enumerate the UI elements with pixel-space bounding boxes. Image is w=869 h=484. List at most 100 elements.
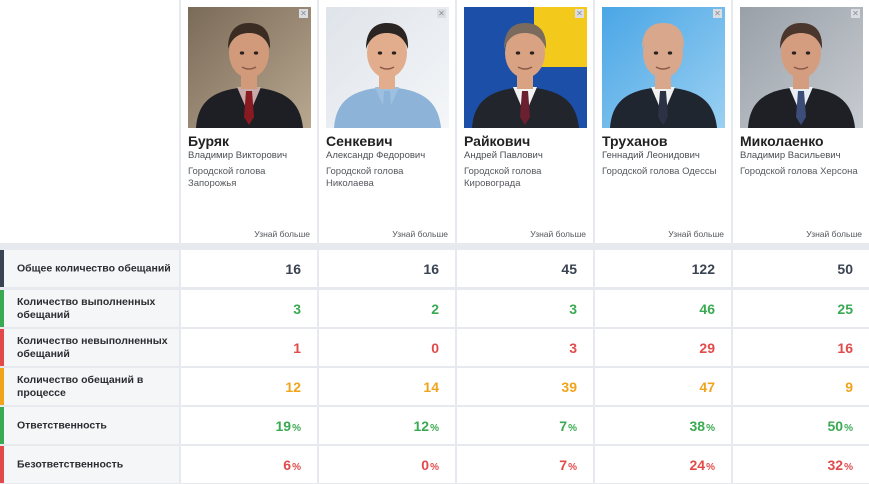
metric-value: 12	[285, 379, 301, 395]
metric-label: Ответственность	[17, 419, 107, 431]
metric-number: 16	[285, 260, 301, 277]
metric-color-bar	[0, 407, 4, 444]
candidate-position: Городской голова Кировограда	[464, 166, 542, 189]
percent-sign: %	[292, 422, 301, 434]
candidate-position: Городской голова Николаева	[326, 166, 404, 189]
metric-number: 3	[569, 300, 577, 317]
metric-value-cell: 0%	[319, 446, 455, 483]
metric-label: Безответственность	[17, 458, 124, 470]
metric-value: 3	[569, 340, 577, 356]
candidate-photo[interactable]: ✕	[602, 7, 725, 128]
metric-row-label: Количество невыполненных обещаний	[0, 329, 179, 366]
portrait-illustration	[188, 7, 311, 128]
metric-value: 19%	[276, 418, 301, 434]
candidate-fullname: Александр Федорович	[326, 150, 426, 161]
metric-number: 19	[275, 417, 292, 434]
metric-value-cell: 14	[319, 368, 455, 405]
learn-more-link[interactable]: Узнай больше	[254, 229, 310, 239]
learn-more-link[interactable]: Узнай больше	[392, 229, 448, 239]
metric-value: 0%	[421, 457, 439, 473]
metric-value-cell: 16	[319, 250, 455, 287]
metric-color-bar	[0, 368, 4, 405]
close-icon[interactable]: ✕	[437, 9, 446, 18]
metric-value-cell: 6%	[181, 446, 317, 483]
metric-value-cell: 7%	[457, 407, 593, 444]
metric-value: 9	[845, 379, 853, 395]
metric-number: 6	[283, 456, 292, 473]
metric-number: 0	[431, 339, 439, 356]
candidate-fullname: Андрей Павлович	[464, 150, 543, 161]
metric-value-cell: 47	[595, 368, 731, 405]
metric-row-label: Количество обещаний в процессе	[0, 368, 179, 405]
metric-number: 0	[421, 456, 430, 473]
candidate-photo[interactable]: ✕	[188, 7, 311, 128]
close-icon[interactable]: ✕	[713, 9, 722, 18]
metric-value-cell: 38%	[595, 407, 731, 444]
candidate-photo[interactable]: ✕	[740, 7, 863, 128]
metric-value: 50%	[828, 418, 853, 434]
candidate-card[interactable]: ✕ Райкович Андрей Павлович Городской гол…	[457, 0, 593, 243]
metric-value-cell: 3	[181, 290, 317, 327]
metric-number: 12	[413, 417, 430, 434]
metric-value: 16	[423, 261, 439, 277]
metric-value: 16	[837, 340, 853, 356]
close-icon[interactable]: ✕	[575, 9, 584, 18]
candidate-photo[interactable]: ✕	[326, 7, 449, 128]
metric-value-cell: 2	[319, 290, 455, 327]
candidate-fullname: Владимир Васильевич	[740, 150, 841, 161]
metric-number: 14	[423, 378, 439, 395]
close-icon[interactable]: ✕	[851, 9, 860, 18]
metric-value: 3	[569, 301, 577, 317]
metric-value: 16	[285, 261, 301, 277]
percent-sign: %	[706, 422, 715, 434]
metric-number: 3	[293, 300, 301, 317]
candidate-surname[interactable]: Труханов	[602, 133, 668, 149]
percent-sign: %	[430, 461, 439, 473]
metric-value: 46	[699, 301, 715, 317]
metric-value-cell: 50%	[733, 407, 869, 444]
candidate-card[interactable]: ✕ Сенкевич Александр Федорович Городской…	[319, 0, 455, 243]
metric-value: 25	[837, 301, 853, 317]
candidate-surname[interactable]: Сенкевич	[326, 133, 393, 149]
metric-value-cell: 19%	[181, 407, 317, 444]
learn-more-link[interactable]: Узнай больше	[806, 229, 862, 239]
metric-number: 16	[837, 339, 853, 356]
metric-value: 3	[293, 301, 301, 317]
metric-value-cell: 16	[733, 329, 869, 366]
candidate-surname[interactable]: Буряк	[188, 133, 230, 149]
metric-number: 38	[689, 417, 706, 434]
learn-more-link[interactable]: Узнай больше	[530, 229, 586, 239]
metric-value: 24%	[690, 457, 715, 473]
metric-number: 1	[293, 339, 301, 356]
percent-sign: %	[292, 461, 301, 473]
candidate-card[interactable]: ✕ Труханов Геннадий Леонидович Городской…	[595, 0, 731, 243]
metric-value-cell: 32%	[733, 446, 869, 483]
candidate-surname[interactable]: Райкович	[464, 133, 531, 149]
candidate-position: Городской голова Запорожья	[188, 166, 266, 189]
metric-value-cell: 45	[457, 250, 593, 287]
metric-row-label: Ответственность	[0, 407, 179, 444]
metric-value-cell: 50	[733, 250, 869, 287]
learn-more-link[interactable]: Узнай больше	[668, 229, 724, 239]
metric-value-cell: 39	[457, 368, 593, 405]
close-icon[interactable]: ✕	[299, 9, 308, 18]
portrait-illustration	[326, 7, 449, 128]
metric-number: 7	[559, 456, 568, 473]
metric-color-bar	[0, 250, 4, 287]
metric-value: 6%	[283, 457, 301, 473]
candidate-card[interactable]: ✕ Буряк Владимир Викторович Городской го…	[181, 0, 317, 243]
percent-sign: %	[568, 461, 577, 473]
metric-value: 45	[561, 261, 577, 277]
metric-number: 50	[827, 417, 844, 434]
metric-color-bar	[0, 446, 4, 483]
metric-color-bar	[0, 329, 4, 366]
candidate-photo[interactable]: ✕	[464, 7, 587, 128]
metric-value-cell: 12%	[319, 407, 455, 444]
metric-row-label: Безответственность	[0, 446, 179, 483]
candidate-card[interactable]: ✕ Миколаенко Владимир Васильевич Городск…	[733, 0, 869, 243]
metric-value-cell: 46	[595, 290, 731, 327]
metric-value: 1	[293, 340, 301, 356]
metric-value: 7%	[559, 457, 577, 473]
candidate-surname[interactable]: Миколаенко	[740, 133, 824, 149]
